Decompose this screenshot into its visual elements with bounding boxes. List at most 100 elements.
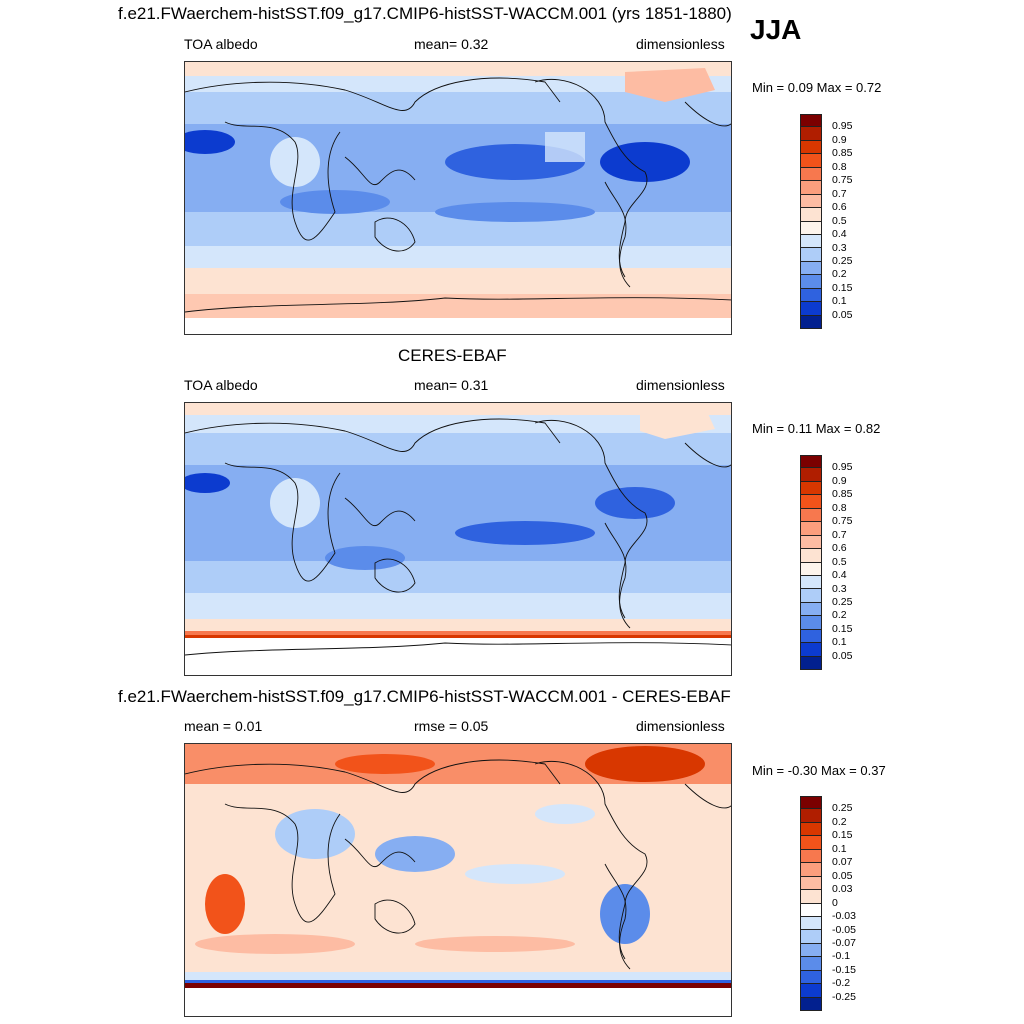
colorbar-tick-label: 0.2 <box>832 815 847 828</box>
colorbar-tick-label: 0.07 <box>832 856 853 869</box>
colorbar-swatch <box>800 194 822 209</box>
colorbar-tick-label: 0.9 <box>832 474 847 487</box>
colorbar-tick-label: 0 <box>832 896 838 909</box>
colorbar-swatch <box>800 943 822 958</box>
colorbar-swatch <box>800 315 822 329</box>
colorbar-tick-label: 0.95 <box>832 461 853 474</box>
colorbar-swatch <box>800 822 822 837</box>
colorbar-swatch <box>800 288 822 303</box>
colorbar-swatch <box>800 468 822 482</box>
colorbar-tick-label: 0.7 <box>832 187 847 200</box>
colorbar-swatch <box>800 221 822 235</box>
colorbar-tick-label: 0.25 <box>832 595 853 608</box>
colorbar-tick-label: 0.05 <box>832 869 853 882</box>
colorbar-tick-label: 0.15 <box>832 281 853 294</box>
colorbar-swatch <box>800 984 822 998</box>
panel2-colorbar <box>800 455 822 670</box>
panel3-map <box>184 743 732 1017</box>
colorbar-tick-label: 0.8 <box>832 501 847 514</box>
colorbar-swatch <box>800 508 822 523</box>
colorbar-swatch <box>800 495 822 509</box>
colorbar-swatch <box>800 208 822 222</box>
colorbar-tick-label: 0.9 <box>832 133 847 146</box>
colorbar-swatch <box>800 876 822 891</box>
colorbar-tick-label: 0.8 <box>832 160 847 173</box>
panel2-units-label: dimensionless <box>636 377 725 393</box>
colorbar-tick-label: -0.2 <box>832 977 851 990</box>
colorbar-swatch <box>800 849 822 864</box>
colorbar-tick-label: 0.4 <box>832 228 847 241</box>
colorbar-tick-label: 0.4 <box>832 569 847 582</box>
colorbar-swatch <box>800 656 822 670</box>
colorbar-tick-label: 0.1 <box>832 295 847 308</box>
panel2-mean-label: mean= 0.31 <box>414 377 489 393</box>
colorbar-swatch <box>800 127 822 141</box>
colorbar-swatch <box>800 455 822 469</box>
colorbar-tick-label: 0.03 <box>832 883 853 896</box>
colorbar-swatch <box>800 796 822 810</box>
colorbar-swatch <box>800 890 822 904</box>
colorbar-swatch <box>800 916 822 931</box>
colorbar-swatch <box>800 154 822 168</box>
colorbar-tick-label: -0.25 <box>832 990 856 1003</box>
colorbar-swatch <box>800 181 822 195</box>
colorbar-swatch <box>800 863 822 877</box>
season-label: JJA <box>750 14 802 45</box>
colorbar-swatch <box>800 616 822 630</box>
colorbar-tick-label: 0.3 <box>832 241 847 254</box>
colorbar-swatch <box>800 114 822 128</box>
colorbar-swatch <box>800 903 822 917</box>
colorbar-tick-label: -0.07 <box>832 936 856 949</box>
colorbar-tick-label: 0.6 <box>832 201 847 214</box>
colorbar-swatch <box>800 549 822 563</box>
panel1-variable-label: TOA albedo <box>184 36 258 52</box>
colorbar-tick-label: 0.2 <box>832 609 847 622</box>
colorbar-tick-label: 0.2 <box>832 268 847 281</box>
colorbar-swatch <box>800 261 822 276</box>
panel3-colorbar <box>800 796 822 1011</box>
colorbar-swatch <box>800 167 822 182</box>
colorbar-tick-label: 0.5 <box>832 555 847 568</box>
panel3-units-label: dimensionless <box>636 718 725 734</box>
colorbar-swatch <box>800 602 822 617</box>
colorbar-tick-label: 0.25 <box>832 254 853 267</box>
colorbar-tick-label: 0.1 <box>832 842 847 855</box>
colorbar-swatch <box>800 930 822 944</box>
colorbar-tick-label: 0.7 <box>832 528 847 541</box>
colorbar-swatch <box>800 562 822 576</box>
colorbar-swatch <box>800 836 822 850</box>
panel1-colorbar <box>800 114 822 329</box>
panel2-minmax: Min = 0.11 Max = 0.82 <box>752 421 881 436</box>
panel1-units-label: dimensionless <box>636 36 725 52</box>
colorbar-tick-label: 0.05 <box>832 308 853 321</box>
colorbar-swatch <box>800 481 822 496</box>
panel3-minmax: Min = -0.30 Max = 0.37 <box>752 763 886 778</box>
panel2-map <box>184 402 732 676</box>
panel2-variable-label: TOA albedo <box>184 377 258 393</box>
colorbar-swatch <box>800 643 822 657</box>
colorbar-swatch <box>800 522 822 536</box>
colorbar-tick-label: -0.1 <box>832 950 851 963</box>
panel1-map <box>184 61 732 335</box>
colorbar-tick-label: 0.6 <box>832 542 847 555</box>
panel1-minmax: Min = 0.09 Max = 0.72 <box>752 80 882 95</box>
colorbar-swatch <box>800 809 822 823</box>
colorbar-tick-label: 0.5 <box>832 214 847 227</box>
colorbar-tick-label: 0.85 <box>832 147 853 160</box>
colorbar-swatch <box>800 957 822 971</box>
colorbar-swatch <box>800 248 822 262</box>
colorbar-swatch <box>800 535 822 550</box>
colorbar-swatch <box>800 234 822 249</box>
colorbar-swatch <box>800 629 822 644</box>
panel1-title: f.e21.FWaerchem-histSST.f09_g17.CMIP6-hi… <box>118 4 732 23</box>
panel3-rmse-label: rmse = 0.05 <box>414 718 489 734</box>
panel3-mean-label: mean = 0.01 <box>184 718 263 734</box>
panel3-title: f.e21.FWaerchem-histSST.f09_g17.CMIP6-hi… <box>118 687 731 706</box>
panel2-title: CERES-EBAF <box>398 346 507 365</box>
colorbar-swatch <box>800 275 822 289</box>
colorbar-tick-label: 0.15 <box>832 622 853 635</box>
colorbar-swatch <box>800 302 822 316</box>
colorbar-tick-label: 0.25 <box>832 802 853 815</box>
colorbar-tick-label: 0.95 <box>832 120 853 133</box>
colorbar-swatch <box>800 575 822 590</box>
